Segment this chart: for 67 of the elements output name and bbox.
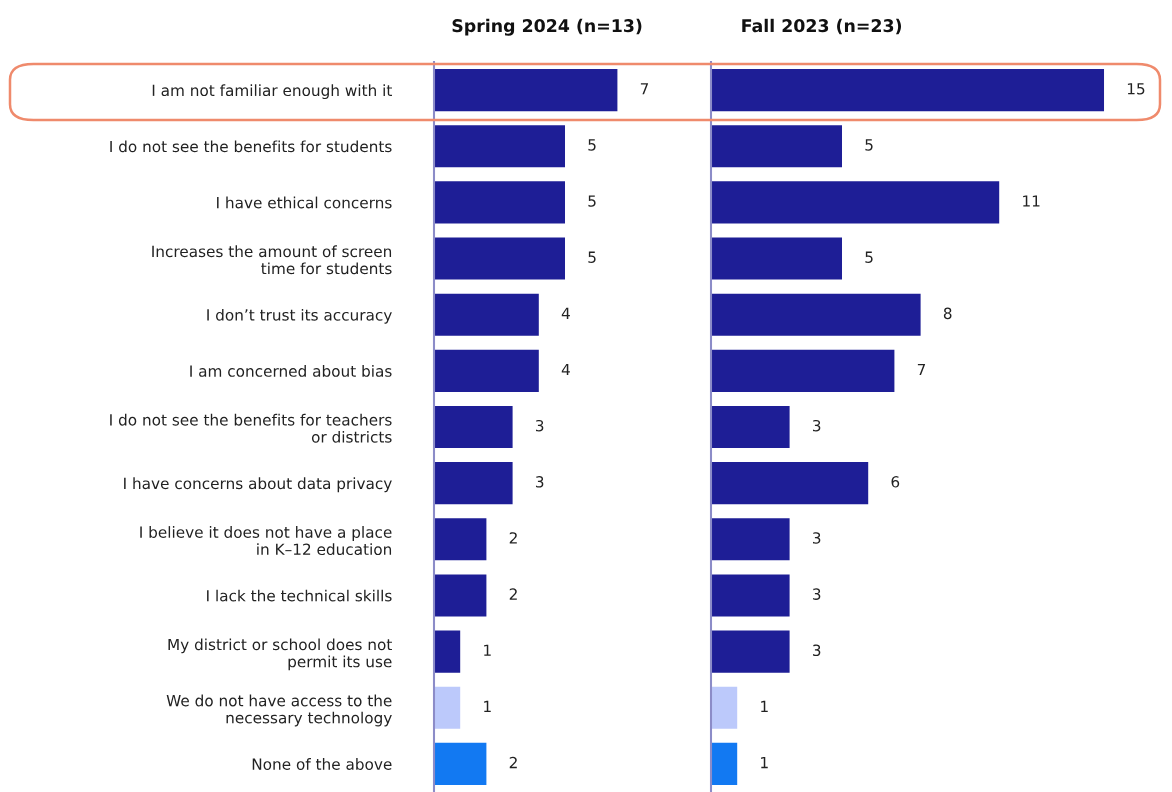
data-label: 6 (891, 476, 900, 488)
data-label: 2 (509, 532, 517, 544)
data-label: 11 (1023, 195, 1040, 207)
y-tick-label: I do not see the benefits for students (110, 140, 392, 153)
bar (711, 462, 869, 505)
y-tick-label: I believe it does not have a place in K–12 education (140, 526, 392, 556)
bar (711, 69, 1105, 112)
data-label: 3 (535, 419, 544, 432)
data-label: 3 (535, 476, 544, 488)
data-label: 15 (1127, 83, 1145, 95)
bar (434, 405, 513, 449)
bar (711, 630, 790, 673)
data-label: 2 (509, 756, 517, 769)
bar (434, 630, 461, 673)
bar (434, 742, 487, 785)
data-label: 1 (484, 700, 491, 712)
y-tick-label: I do not see the benefits for teachers or districts (110, 413, 392, 443)
data-label: 7 (640, 83, 649, 95)
bar (434, 69, 618, 112)
data-label: 4 (561, 363, 570, 376)
bar (434, 518, 487, 561)
data-label: 1 (484, 644, 491, 656)
bar (711, 125, 843, 168)
chart-title: Spring 2024 (n=13) (452, 18, 642, 36)
bar (711, 181, 1000, 224)
data-label: 4 (561, 307, 570, 319)
bar (711, 518, 790, 561)
bar (711, 574, 790, 617)
data-label: 7 (917, 363, 926, 376)
y-tick-label: Increases the amount of screen time for students (152, 245, 392, 275)
bar (434, 349, 539, 392)
data-label: 1 (761, 757, 768, 769)
data-label: 3 (812, 532, 821, 544)
y-tick-label: I am not familiar enough with it (152, 84, 392, 100)
y-tick-label: I don’t trust its accuracy (207, 308, 392, 324)
chart-title: Fall 2023 (n=23) (742, 18, 902, 35)
data-label: 5 (865, 251, 873, 263)
bar (434, 462, 513, 505)
bar (711, 237, 843, 280)
bar (434, 237, 566, 280)
y-tick-label: We do not have access to the necessary technology (166, 694, 392, 727)
bar (711, 686, 738, 729)
y-tick-label: I am concerned about bias (190, 365, 392, 377)
bar (434, 574, 487, 617)
bar (434, 686, 461, 729)
bar (711, 293, 921, 336)
bar (434, 293, 539, 336)
data-label: 1 (761, 700, 768, 712)
bar (434, 181, 566, 224)
data-label: 2 (509, 588, 517, 600)
y-tick-label: None of the above (252, 758, 392, 770)
data-label: 5 (588, 195, 596, 207)
bar (711, 405, 790, 449)
data-label: 3 (812, 419, 821, 432)
bar (434, 125, 566, 168)
bar (711, 349, 895, 392)
data-label: 3 (812, 588, 821, 600)
data-label: 5 (588, 251, 596, 263)
y-tick-label: I have concerns about data privacy (124, 477, 392, 493)
y-tick-label: I have ethical concerns (217, 196, 392, 209)
data-label: 8 (943, 307, 952, 320)
data-label: 5 (588, 139, 596, 151)
data-label: 3 (812, 644, 821, 657)
y-tick-label: I lack the technical skills (207, 589, 392, 602)
data-label: 5 (865, 139, 873, 151)
bar (711, 742, 738, 785)
y-tick-label: My district or school does not permit its use (168, 638, 392, 671)
